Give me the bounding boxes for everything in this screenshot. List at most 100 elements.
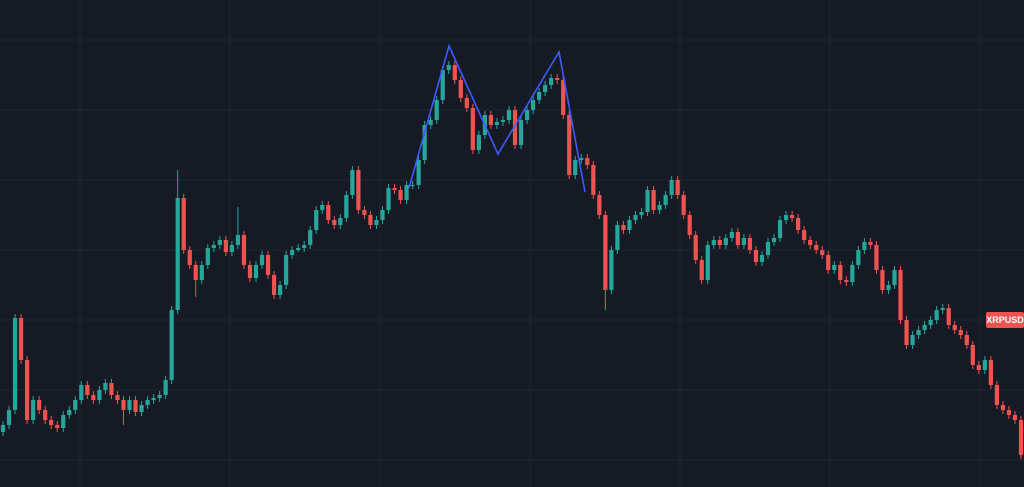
candle-body [476, 135, 481, 150]
candle-body [916, 330, 921, 335]
candle-body [446, 65, 451, 70]
candle-body [157, 395, 162, 398]
candle-body [639, 212, 644, 215]
candle-body [139, 405, 144, 412]
candle-body [163, 380, 168, 395]
candle-body [61, 415, 66, 428]
candle-body [205, 248, 210, 265]
candle-body [259, 255, 265, 265]
candle-body [49, 420, 54, 425]
candle-body [729, 232, 734, 238]
candle-body [67, 410, 72, 415]
candle-body [814, 245, 819, 250]
candle-body [970, 345, 975, 365]
candle-body [223, 240, 228, 252]
candle-body [91, 395, 96, 400]
candle-body [398, 190, 403, 200]
candle-body [693, 235, 698, 260]
candle-body [747, 238, 753, 250]
candles [0, 61, 1024, 459]
candle-body [904, 320, 909, 345]
candle-body [109, 383, 114, 395]
candle-body [856, 250, 861, 265]
candle-body [434, 100, 439, 120]
candle-body [627, 220, 632, 230]
candle-body [615, 225, 620, 250]
candle-body [380, 210, 385, 220]
candle-body [290, 250, 295, 255]
candle-body [868, 242, 873, 245]
candle-body [284, 255, 289, 285]
candle-body [536, 92, 542, 100]
candle-body [121, 400, 126, 410]
candle-body [470, 108, 475, 150]
candle-body [43, 410, 48, 420]
candle-body [735, 232, 740, 245]
candle-body [488, 115, 494, 125]
candle-body [663, 195, 668, 205]
candle-body [175, 198, 180, 310]
candle-body [832, 265, 837, 270]
candle-body [940, 308, 945, 310]
candle-body [808, 240, 813, 245]
candle-body [12, 318, 18, 410]
candle-body [277, 285, 283, 295]
candle-body [229, 245, 235, 252]
candle-body [494, 122, 500, 125]
candle-body [211, 245, 216, 248]
candle-body [657, 205, 662, 210]
candle-body [320, 205, 325, 210]
candle-body [771, 238, 777, 242]
candle-body [115, 395, 120, 400]
candle-body [946, 308, 951, 325]
symbol-label: XRPUSD [986, 315, 1024, 325]
candle-body [549, 78, 554, 85]
candle-body [392, 188, 397, 190]
candle-body [37, 400, 42, 410]
candle-body [826, 255, 831, 270]
candle-body [886, 285, 891, 290]
candle-body [681, 195, 686, 215]
candle-body [464, 98, 469, 108]
candle-body [374, 220, 379, 225]
candle-body [265, 255, 271, 275]
candle-body [723, 238, 728, 245]
candle-body [506, 110, 512, 120]
candle-body [1018, 420, 1024, 455]
candle-body [199, 265, 204, 280]
candle-body [1000, 405, 1006, 410]
candle-body [964, 335, 969, 345]
candle-body [302, 245, 307, 248]
candle-body [416, 160, 421, 185]
candle-body [892, 270, 897, 285]
candle-body [633, 215, 638, 220]
candle-body [404, 185, 409, 200]
candle-body [603, 215, 608, 290]
candle-body [1012, 415, 1018, 420]
candle-body [621, 225, 626, 230]
candle-body [518, 120, 524, 145]
candle-body [543, 85, 548, 92]
candle-body [765, 242, 771, 255]
candle-body [585, 158, 590, 165]
candle-body [368, 215, 373, 225]
candle-body [958, 330, 963, 335]
candle-body [241, 235, 247, 265]
candle-body [350, 170, 355, 195]
candle-body [332, 220, 337, 225]
candle-body [6, 410, 12, 425]
candle-body [699, 260, 704, 280]
candle-body [567, 115, 572, 175]
candle-body [440, 70, 445, 100]
candle-body [711, 240, 716, 245]
candle-body [777, 220, 783, 238]
candle-body [0, 425, 6, 432]
candle-body [344, 195, 349, 218]
candle-body [73, 400, 78, 410]
candle-body [452, 65, 457, 80]
candle-body [934, 310, 939, 320]
candle-body [338, 218, 343, 225]
candle-body [410, 185, 415, 186]
